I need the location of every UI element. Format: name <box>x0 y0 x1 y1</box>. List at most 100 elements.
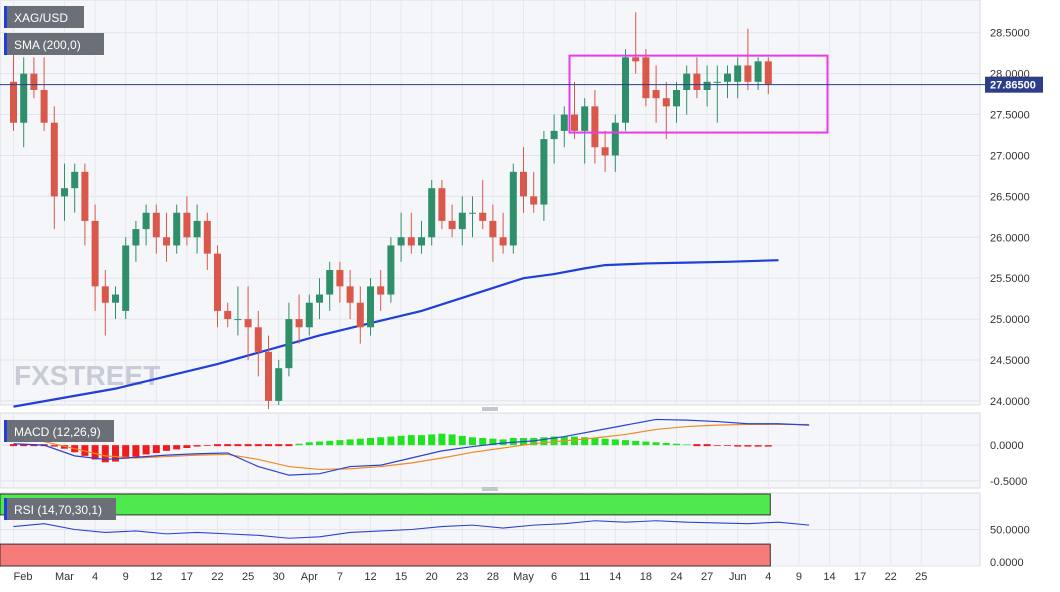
bull-candle <box>734 57 742 99</box>
macd-hist-bar <box>377 437 385 446</box>
macd-hist-bar <box>540 437 548 446</box>
macd-hist-bar <box>673 443 680 446</box>
bear-candle <box>244 286 252 360</box>
macd-hist-bar <box>203 445 211 446</box>
bull-candle <box>673 81 680 123</box>
candle-body <box>183 212 191 238</box>
bear-candle <box>438 180 446 230</box>
bear-candle <box>224 302 232 328</box>
rsi-overbought-zone <box>0 493 771 516</box>
bear-candle <box>448 204 456 238</box>
x-tick-label: 12 <box>150 571 162 583</box>
bear-candle <box>407 212 415 254</box>
rsi-resize-handle[interactable] <box>482 487 498 491</box>
x-tick-label: Mar <box>55 571 74 583</box>
candle-body <box>336 270 344 287</box>
x-tick-label: Apr <box>301 571 318 583</box>
candle-body <box>61 188 68 197</box>
candle-body <box>479 212 487 221</box>
bear-candle <box>152 204 160 254</box>
candle-body <box>40 90 48 123</box>
x-tick-label: 9 <box>123 571 129 583</box>
candle-body <box>509 171 517 246</box>
candle-body <box>703 81 711 90</box>
bear-candle <box>50 106 58 230</box>
candle-body <box>571 114 578 131</box>
rsi-lines <box>13 520 810 539</box>
macd-tick-label: -0.5000 <box>990 476 1027 488</box>
candle-body <box>428 188 436 238</box>
rsi-line <box>13 520 810 539</box>
rsi-oversold-zone <box>0 543 771 567</box>
bull-candle <box>550 114 558 164</box>
bear-candle <box>601 130 609 172</box>
candle-body <box>693 73 701 90</box>
macd-indicator-label[interactable]: MACD (12,26,9) <box>4 420 114 442</box>
x-tick-label: 28 <box>487 571 499 583</box>
macd-hist-bar <box>744 445 752 447</box>
bear-candle <box>10 49 17 131</box>
macd-hist-bar <box>734 445 742 447</box>
macd-resize-handle[interactable] <box>482 407 498 411</box>
x-tick-label: Jun <box>729 571 747 583</box>
sma-indicator-label[interactable]: SMA (200,0) <box>4 33 104 55</box>
x-tick-label: 6 <box>551 571 557 583</box>
bull-candle <box>622 49 629 131</box>
x-tick-label: 4 <box>92 571 98 583</box>
x-tick-label: 11 <box>579 571 590 583</box>
bear-candle <box>499 212 507 254</box>
candle-body <box>560 114 568 131</box>
candle-body <box>203 220 211 254</box>
bull-candle <box>132 220 140 262</box>
candle-body <box>346 286 354 303</box>
bull-candle <box>285 302 293 377</box>
candle-body <box>611 122 619 156</box>
bull-candle <box>305 294 313 336</box>
candle-body <box>407 237 415 246</box>
candle-body <box>101 286 109 303</box>
candle-body <box>163 237 170 246</box>
symbol-label[interactable]: XAG/USD <box>4 6 84 28</box>
bear-candle <box>203 212 211 270</box>
x-tick-label: 7 <box>337 571 343 583</box>
candle-body <box>581 106 589 131</box>
macd-hist-bar <box>346 439 354 446</box>
macd-hist-bar <box>265 444 272 447</box>
bull-candle <box>509 163 517 254</box>
rsi-indicator-label[interactable]: RSI (14,70,30,1) <box>4 498 116 520</box>
macd-hist-bar <box>407 435 415 446</box>
candle-body <box>132 229 140 246</box>
x-tick-label: 20 <box>426 571 438 583</box>
bull-candle <box>122 237 130 320</box>
last-price-value: 27.86500 <box>990 80 1036 92</box>
macd-hist-bar <box>438 433 446 446</box>
macd-tick-label: 0.0000 <box>990 440 1024 452</box>
x-tick-label: 17 <box>854 571 866 583</box>
macd-hist-bar <box>428 434 436 446</box>
candle-body <box>326 270 334 295</box>
x-tick-label: 15 <box>395 571 407 583</box>
macd-hist-bar <box>367 438 374 446</box>
bull-candle <box>418 220 425 254</box>
bull-candle <box>142 204 150 246</box>
candle-body <box>642 57 650 99</box>
macd-hist-bar <box>316 441 323 446</box>
range-box-layer <box>568 54 829 134</box>
macd-hist-bar <box>101 445 109 463</box>
bull-candle <box>724 65 731 99</box>
bear-candle <box>744 28 752 90</box>
x-tick-label: Feb <box>14 571 33 583</box>
x-tick-label: 22 <box>211 571 223 583</box>
x-tick-label: 4 <box>765 571 771 583</box>
bear-candle <box>265 335 272 410</box>
x-tick-label: 25 <box>915 571 927 583</box>
x-tick-label: 22 <box>885 571 897 583</box>
candle-body <box>744 65 752 82</box>
consolidation-range-box <box>568 54 829 134</box>
macd-hist-bar <box>336 440 344 446</box>
macd-hist-bar <box>703 444 711 447</box>
candle-body <box>754 61 762 82</box>
bull-candle <box>683 65 691 115</box>
sma-label-text: SMA (200,0) <box>14 38 81 52</box>
x-tick-label: 27 <box>701 571 713 583</box>
